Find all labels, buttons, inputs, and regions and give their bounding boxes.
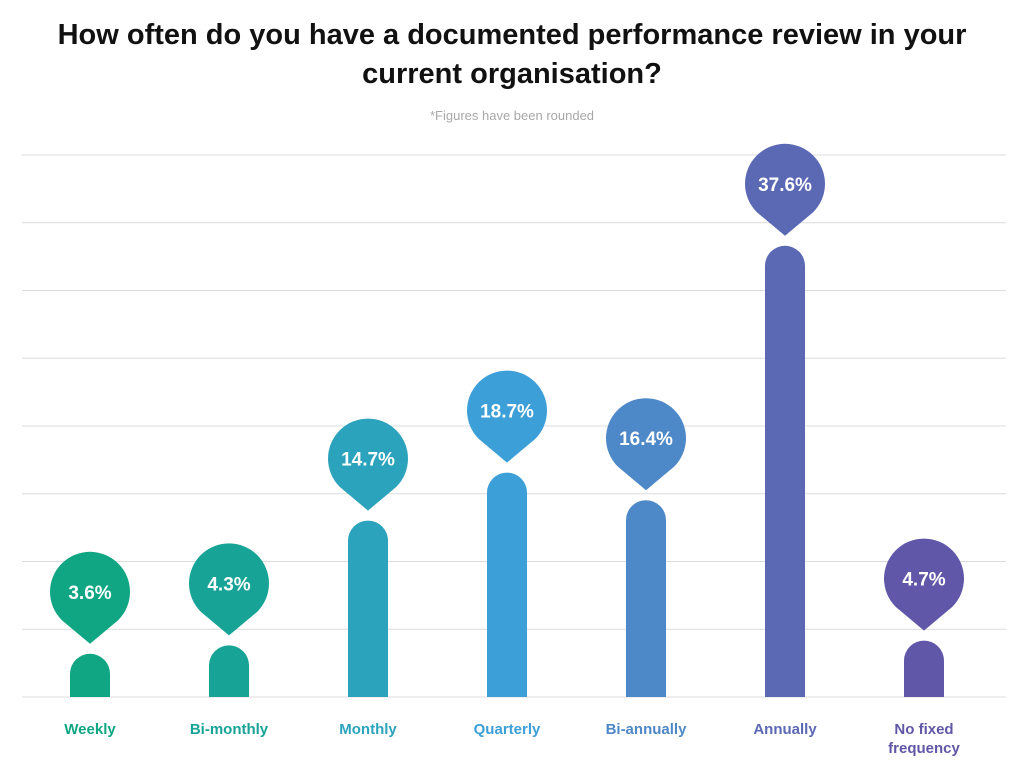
- value-bubble: [744, 143, 825, 236]
- bar-annually: [765, 245, 805, 698]
- category-label-line: frequency: [888, 740, 960, 757]
- category-label: Monthly: [339, 721, 397, 738]
- data-label: 3.6%: [68, 583, 111, 604]
- category-label: Quarterly: [474, 721, 541, 738]
- data-label: 4.7%: [902, 570, 945, 591]
- value-bubble: [606, 398, 686, 491]
- data-label: 18.7%: [480, 402, 534, 423]
- category-label-line: Weekly: [64, 721, 116, 738]
- data-label: 4.3%: [207, 574, 250, 595]
- value-bubble: [883, 538, 964, 631]
- bar-quarterly: [487, 472, 527, 697]
- chart-title: How often do you have a documented perfo…: [0, 16, 1024, 94]
- category-label: Weekly: [64, 721, 116, 738]
- value-bubble: [49, 551, 130, 644]
- bar-weekly: [70, 653, 110, 697]
- category-label: Bi-monthly: [190, 721, 269, 738]
- category-label-line: Annually: [753, 721, 817, 738]
- data-label: 14.7%: [341, 450, 395, 471]
- category-label: No fixed frequency: [888, 721, 960, 757]
- category-label-line: Quarterly: [474, 721, 541, 738]
- chart-subtitle: *Figures have been rounded: [429, 108, 595, 123]
- chart-title-line-1: How often do you have a documented perfo…: [57, 19, 967, 51]
- data-label: 16.4%: [619, 429, 673, 450]
- bar-no-fixed-frequency: [904, 640, 944, 697]
- bar-monthly: [348, 520, 388, 697]
- category-label-line: Bi-monthly: [190, 721, 269, 738]
- value-bubble: [467, 370, 547, 463]
- value-bubble: [328, 418, 409, 511]
- category-label: Annually: [753, 721, 817, 738]
- category-label-line: Bi-annually: [606, 721, 688, 738]
- bars: 3.6% Weekly 4.3% Bi-monthly 14.7% Monthly 18.7…: [49, 143, 964, 757]
- value-bubble: [189, 543, 269, 636]
- category-label-line: Monthly: [339, 721, 397, 738]
- bar-bi-annually: [626, 500, 666, 697]
- chart-title-line-2: current organisation?: [362, 58, 662, 90]
- data-label: 37.6%: [758, 175, 812, 196]
- category-label: Bi-annually: [606, 721, 688, 738]
- category-label-line: No fixed: [894, 721, 953, 738]
- bar-bi-monthly: [209, 645, 249, 697]
